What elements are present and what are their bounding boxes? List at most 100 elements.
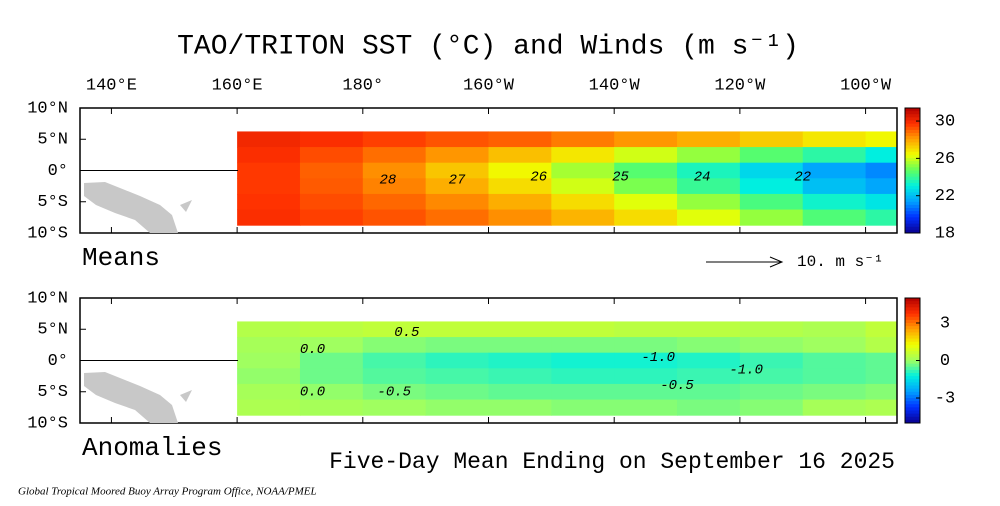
colorbar-step bbox=[905, 161, 920, 165]
contour-label: 25 bbox=[612, 169, 629, 185]
colorbar-step bbox=[905, 176, 920, 181]
field-cell bbox=[677, 209, 741, 226]
contour-label: 24 bbox=[694, 169, 711, 185]
colorbar-step bbox=[905, 154, 920, 159]
field-cell bbox=[677, 147, 741, 164]
colorbar-step bbox=[905, 167, 920, 171]
field bbox=[237, 321, 897, 416]
field-cell bbox=[299, 399, 364, 416]
field-cell bbox=[425, 321, 489, 338]
field-cell bbox=[362, 147, 427, 164]
caption: Five-Day Mean Ending on September 16 202… bbox=[329, 449, 895, 475]
field-cell bbox=[865, 321, 897, 338]
panel-label: Means bbox=[82, 243, 160, 273]
field-cell bbox=[677, 399, 741, 416]
field-cell bbox=[865, 209, 897, 226]
field-cell bbox=[614, 162, 678, 179]
contour-label: 0.0 bbox=[300, 384, 325, 400]
field-cell bbox=[425, 352, 489, 369]
x-tick-label: 100°W bbox=[840, 76, 892, 95]
field-cell bbox=[614, 352, 678, 369]
chart-title: TAO/TRITON SST (°C) and Winds (m s⁻¹) bbox=[177, 31, 799, 62]
y-tick-label: 5°N bbox=[37, 321, 68, 340]
field-cell bbox=[237, 131, 301, 148]
field-cell bbox=[865, 131, 897, 148]
colorbar-step bbox=[905, 189, 920, 193]
contour-label: 28 bbox=[380, 173, 397, 189]
field-cell bbox=[739, 178, 804, 195]
colorbar-step bbox=[905, 186, 920, 190]
colorbar-step bbox=[905, 220, 920, 225]
field-cell bbox=[551, 321, 615, 338]
field-cell bbox=[362, 162, 427, 179]
colorbar-step bbox=[905, 404, 920, 408]
colorbar-step bbox=[905, 373, 920, 377]
field-cell bbox=[739, 352, 804, 369]
y-tick-label: 10°S bbox=[27, 224, 68, 243]
field-cell bbox=[237, 162, 301, 179]
field-cell bbox=[299, 162, 364, 179]
field-cell bbox=[425, 147, 489, 164]
colorbar-tick-label: 26 bbox=[935, 150, 955, 169]
contour-label: -0.5 bbox=[377, 384, 411, 400]
colorbar-step bbox=[905, 391, 920, 396]
field-cell bbox=[425, 368, 489, 385]
field-cell bbox=[488, 368, 552, 385]
field-cell bbox=[802, 337, 867, 354]
colorbar-step bbox=[905, 401, 920, 405]
field-cell bbox=[299, 178, 364, 195]
field-cell bbox=[551, 399, 615, 416]
x-tick-label: 140°E bbox=[86, 76, 137, 95]
field-cell bbox=[739, 209, 804, 226]
field-cell bbox=[614, 368, 678, 385]
colorbar-step bbox=[905, 388, 920, 393]
field-cell bbox=[488, 147, 552, 164]
field-cell bbox=[425, 337, 489, 354]
colorbar-tick-label: 18 bbox=[935, 224, 955, 243]
colorbar-step bbox=[905, 338, 920, 343]
field-cell bbox=[739, 368, 804, 385]
colorbar-step bbox=[905, 201, 920, 206]
field-cell bbox=[299, 193, 364, 211]
field-cell bbox=[425, 399, 489, 416]
y-tick-label: 0° bbox=[48, 352, 68, 371]
colorbar-step bbox=[905, 108, 920, 112]
colorbar-step bbox=[905, 344, 920, 349]
field-cell bbox=[425, 193, 489, 211]
colorbar-tick-label: 30 bbox=[935, 113, 955, 132]
field-cell bbox=[802, 368, 867, 385]
field-cell bbox=[614, 147, 678, 164]
field-cell bbox=[237, 178, 301, 195]
colorbar-step bbox=[905, 382, 920, 386]
y-tick-label: 5°S bbox=[37, 193, 68, 212]
colorbar-step bbox=[905, 332, 920, 336]
field-cell bbox=[677, 193, 741, 211]
colorbar-step bbox=[905, 307, 920, 311]
colorbar-step bbox=[905, 354, 920, 358]
field-cell bbox=[551, 162, 615, 179]
colorbar-step bbox=[905, 204, 920, 209]
colorbar-step bbox=[905, 416, 920, 421]
colorbar-step bbox=[905, 145, 920, 150]
land bbox=[84, 372, 192, 423]
colorbar-step bbox=[905, 410, 920, 415]
field-cell bbox=[802, 147, 867, 164]
contour-label: -1.0 bbox=[729, 363, 763, 379]
colorbar-step bbox=[905, 223, 920, 228]
colorbar-step bbox=[905, 126, 920, 131]
colorbar-step bbox=[905, 419, 920, 424]
field-cell bbox=[362, 383, 427, 401]
field-cell bbox=[865, 399, 897, 416]
colorbar-step bbox=[905, 360, 920, 365]
field-cell bbox=[362, 352, 427, 369]
colorbar-step bbox=[905, 313, 920, 318]
colorbar-step bbox=[905, 341, 920, 346]
colorbar-step bbox=[905, 323, 920, 327]
field-cell bbox=[865, 368, 897, 385]
field-cell bbox=[739, 399, 804, 416]
field-cell bbox=[802, 209, 867, 226]
field-cell bbox=[677, 321, 741, 338]
field-cell bbox=[488, 178, 552, 195]
field-cell bbox=[739, 131, 804, 148]
field-cell bbox=[488, 193, 552, 211]
